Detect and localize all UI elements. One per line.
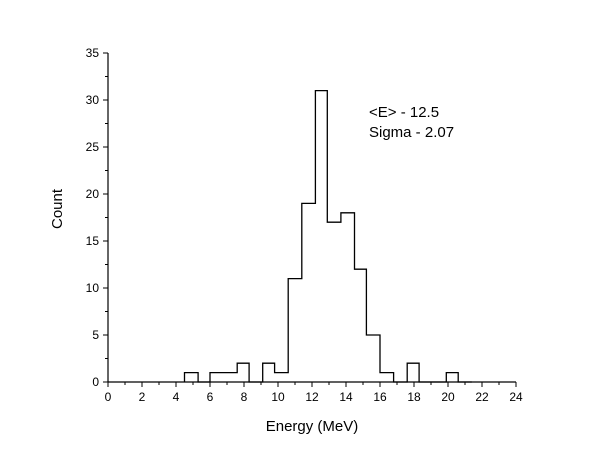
x-tick-label: 6 [207, 390, 214, 404]
x-tick-label: 22 [475, 390, 489, 404]
y-tick-label: 30 [86, 93, 100, 107]
histogram-series [183, 89, 472, 383]
x-tick-label: 14 [339, 390, 353, 404]
y-tick-label: 10 [86, 281, 100, 295]
y-tick-label: 5 [92, 328, 99, 342]
y-tick-label: 25 [86, 140, 100, 154]
y-tick-label: 35 [86, 46, 100, 60]
x-tick-label: 2 [139, 390, 146, 404]
y-tick-label: 0 [92, 375, 99, 389]
y-tick-label: 20 [86, 187, 100, 201]
x-tick-label: 16 [373, 390, 387, 404]
x-tick-label: 24 [509, 390, 523, 404]
axis-ticks [103, 52, 517, 387]
axes [107, 53, 516, 383]
x-tick-label: 18 [407, 390, 421, 404]
x-tick-label: 8 [241, 390, 248, 404]
x-tick-label: 20 [441, 390, 455, 404]
y-axis-label: Count [49, 188, 66, 229]
x-tick-label: 0 [105, 390, 112, 404]
x-tick-label: 10 [271, 390, 285, 404]
x-tick-label: 4 [173, 390, 180, 404]
annotation-sigma: Sigma - 2.07 [369, 124, 454, 141]
y-tick-label: 15 [86, 234, 100, 248]
x-tick-label: 12 [305, 390, 319, 404]
x-axis-label: Energy (MeV) [266, 418, 359, 435]
annotation-mean: <E> - 12.5 [369, 104, 439, 121]
